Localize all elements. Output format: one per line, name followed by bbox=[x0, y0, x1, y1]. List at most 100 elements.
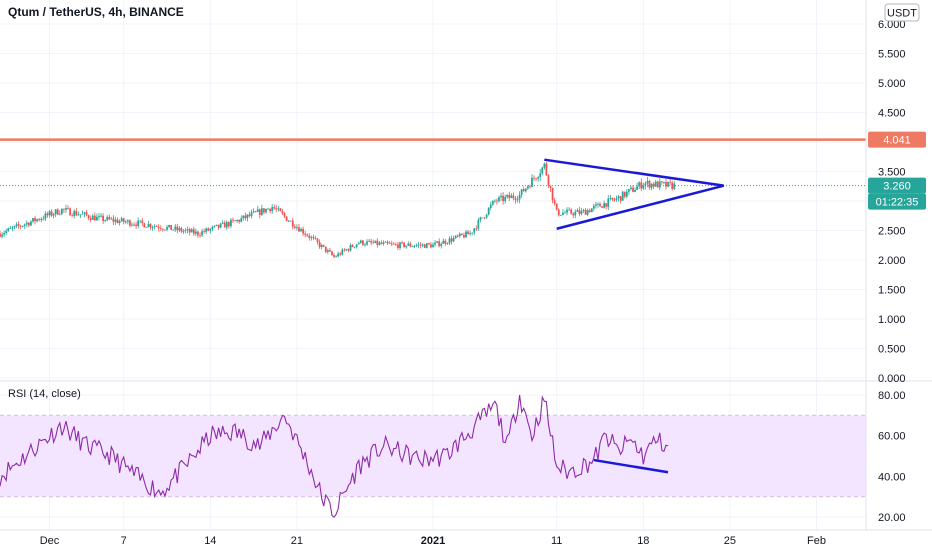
rsi-line[interactable] bbox=[0, 394, 669, 519]
candle-body bbox=[603, 203, 606, 208]
candle-body bbox=[0, 233, 1, 237]
candle-body bbox=[106, 216, 109, 221]
candle-body bbox=[524, 188, 527, 192]
candle-body bbox=[667, 181, 669, 187]
candle-body bbox=[489, 204, 492, 208]
candle-body bbox=[531, 177, 533, 187]
candle-body bbox=[390, 243, 393, 245]
candle-body bbox=[551, 187, 554, 201]
candle-body bbox=[252, 211, 255, 213]
candle-body bbox=[159, 228, 162, 230]
candle-body bbox=[483, 217, 486, 219]
candle-body bbox=[172, 229, 175, 231]
candle-body bbox=[118, 221, 121, 223]
candle-body bbox=[640, 182, 643, 189]
candle-body bbox=[60, 208, 63, 214]
candle-body bbox=[611, 197, 614, 200]
candle-body bbox=[180, 228, 183, 232]
candle-body bbox=[153, 226, 156, 228]
candle-body bbox=[392, 243, 395, 245]
candle-body bbox=[609, 197, 612, 199]
candle-body bbox=[555, 203, 558, 210]
candle-body bbox=[656, 181, 659, 188]
rsi-series[interactable] bbox=[0, 394, 669, 519]
candle-body bbox=[135, 224, 137, 227]
rsi-axis[interactable]: 80.00 60.00 40.00 20.00 bbox=[878, 390, 906, 524]
candle-body bbox=[465, 231, 467, 238]
candle-body bbox=[411, 246, 414, 248]
candle-body bbox=[40, 218, 43, 221]
candle-body bbox=[415, 245, 418, 247]
triangle-lower-trendline[interactable] bbox=[556, 184, 725, 230]
candle-body bbox=[442, 240, 445, 244]
candle-body bbox=[403, 242, 406, 248]
triangle-upper-trendline[interactable] bbox=[544, 158, 724, 187]
price-tick-label: 2.500 bbox=[878, 226, 906, 238]
candle-body bbox=[296, 227, 298, 229]
currency-button[interactable]: USDT bbox=[884, 3, 920, 22]
candle-body bbox=[372, 242, 375, 244]
candle-body bbox=[279, 208, 282, 212]
currency-button-box[interactable] bbox=[884, 3, 920, 22]
candle-body bbox=[535, 178, 537, 180]
candle-body bbox=[201, 231, 203, 236]
time-axis[interactable]: Dec 7 14 21 2021 11 18 25 Feb bbox=[40, 535, 826, 547]
candle-body bbox=[374, 240, 377, 243]
candle-body bbox=[151, 227, 154, 228]
candle-body bbox=[421, 244, 424, 246]
candle-body bbox=[615, 198, 618, 200]
candle-body bbox=[320, 244, 323, 247]
candle-body bbox=[331, 251, 333, 255]
candle-body bbox=[104, 220, 107, 221]
candle-body bbox=[625, 191, 628, 197]
drawings[interactable] bbox=[0, 138, 866, 230]
candle-body bbox=[234, 220, 236, 222]
candle-body bbox=[34, 218, 36, 222]
candle-body bbox=[289, 220, 292, 222]
price-axis[interactable]: 6.000 5.500 5.000 4.500 3.500 2.500 2.000 1.500… bbox=[878, 19, 906, 385]
candle-body bbox=[190, 229, 193, 233]
candle-body bbox=[3, 232, 6, 235]
candle-body bbox=[419, 244, 422, 246]
candle-body bbox=[157, 226, 160, 229]
candle-body bbox=[9, 228, 12, 229]
candle-body bbox=[504, 196, 507, 202]
price-tick-label: 6.000 bbox=[878, 19, 906, 31]
candle-body bbox=[42, 218, 45, 220]
candle-body bbox=[572, 213, 575, 216]
rsi-divergence-trendline[interactable] bbox=[593, 458, 669, 474]
candle-body bbox=[652, 183, 655, 187]
candle-body bbox=[423, 244, 426, 248]
candle-body bbox=[386, 241, 389, 244]
resistance-price-tag-box bbox=[868, 131, 926, 148]
candle-body bbox=[481, 217, 484, 219]
candle-body bbox=[417, 244, 420, 246]
candle-body bbox=[91, 215, 94, 220]
candle-body bbox=[283, 213, 286, 217]
candle-body bbox=[285, 216, 288, 222]
candle-body bbox=[89, 218, 92, 220]
candle-body bbox=[559, 214, 562, 216]
candle-body bbox=[194, 231, 197, 234]
candle-body bbox=[98, 216, 100, 217]
candle-body bbox=[293, 226, 296, 228]
candle-body bbox=[438, 241, 441, 247]
candle-body bbox=[570, 209, 573, 214]
time-tick-label: 14 bbox=[204, 535, 216, 547]
candle-body bbox=[364, 244, 366, 246]
candle-body bbox=[399, 242, 401, 249]
rsi-tick-label: 80.00 bbox=[878, 390, 906, 402]
candle-body bbox=[584, 210, 587, 215]
candle-body bbox=[197, 231, 199, 236]
candle-body bbox=[184, 230, 187, 231]
candle-body bbox=[65, 208, 67, 210]
candle-body bbox=[537, 177, 540, 179]
candle-body bbox=[300, 228, 302, 232]
candlestick-series[interactable] bbox=[0, 161, 676, 259]
candle-body bbox=[44, 213, 47, 219]
candle-body bbox=[314, 237, 317, 239]
candle-body bbox=[582, 210, 585, 212]
candle-body bbox=[601, 206, 603, 208]
